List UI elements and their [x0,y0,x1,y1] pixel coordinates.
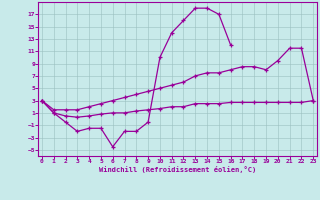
X-axis label: Windchill (Refroidissement éolien,°C): Windchill (Refroidissement éolien,°C) [99,166,256,173]
